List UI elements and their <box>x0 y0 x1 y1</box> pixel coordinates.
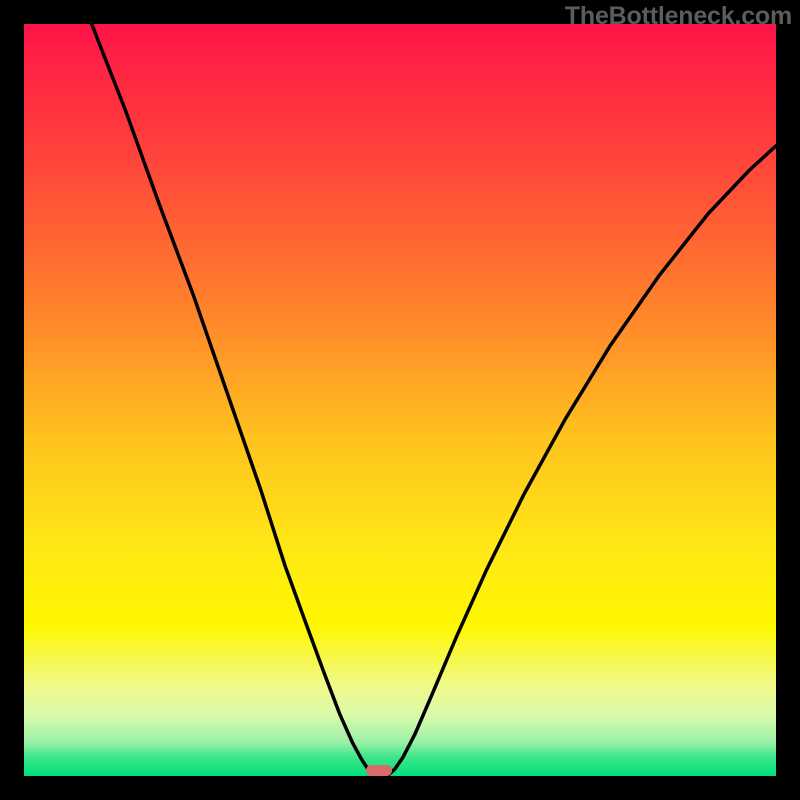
min-marker <box>366 765 392 776</box>
watermark: TheBottleneck.com <box>565 2 792 31</box>
curve-left <box>92 24 374 775</box>
curve-svg <box>24 24 776 776</box>
plot-area <box>24 24 776 776</box>
curve-right <box>389 146 776 775</box>
